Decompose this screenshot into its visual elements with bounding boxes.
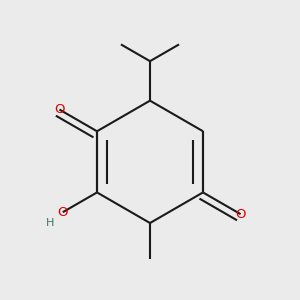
Text: H: H [46,218,54,228]
Text: O: O [235,208,246,220]
Text: O: O [58,206,68,219]
Text: O: O [54,103,65,116]
